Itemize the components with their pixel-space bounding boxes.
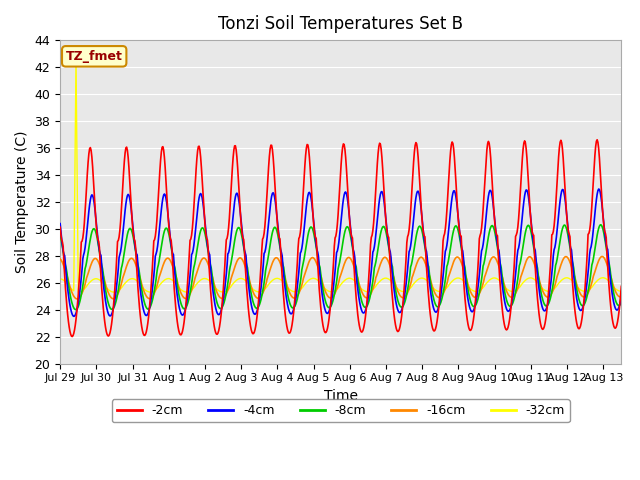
Y-axis label: Soil Temperature (C): Soil Temperature (C)	[15, 131, 29, 273]
X-axis label: Time: Time	[324, 389, 358, 403]
Text: TZ_fmet: TZ_fmet	[66, 50, 123, 63]
Legend: -2cm, -4cm, -8cm, -16cm, -32cm: -2cm, -4cm, -8cm, -16cm, -32cm	[111, 399, 570, 422]
Title: Tonzi Soil Temperatures Set B: Tonzi Soil Temperatures Set B	[218, 15, 463, 33]
